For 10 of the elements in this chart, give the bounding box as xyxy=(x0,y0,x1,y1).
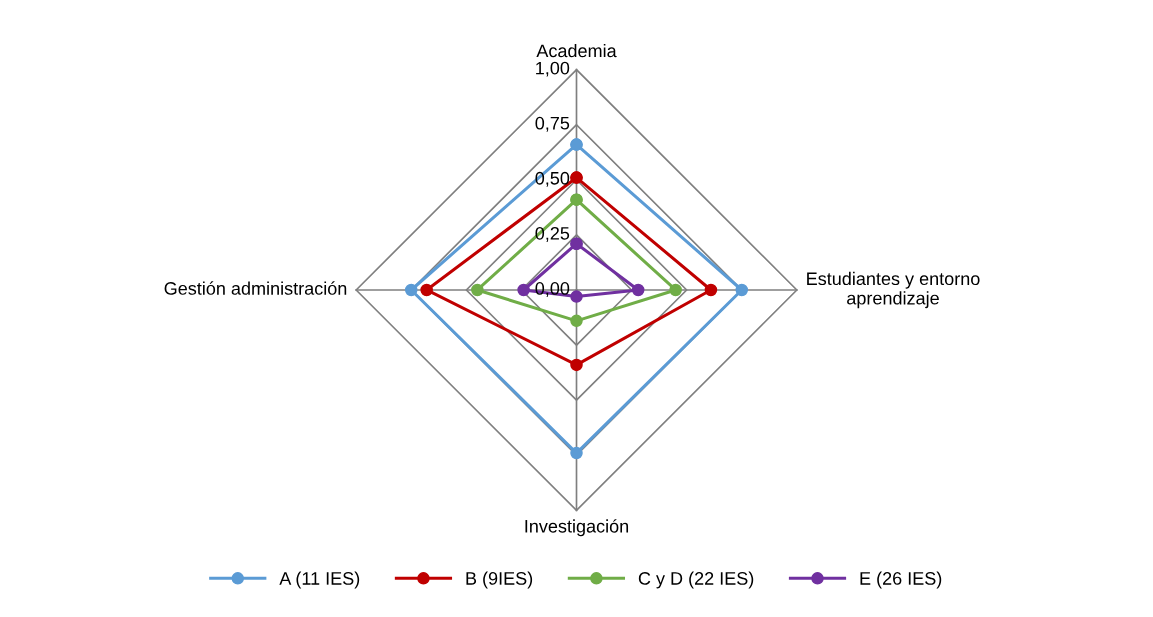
spoke-label: Gestión administración xyxy=(164,281,347,295)
legend-label: C y D (22 IES) xyxy=(638,571,754,589)
legend-label: A (11 IES) xyxy=(279,571,360,589)
y-tick-label: 1,00 xyxy=(536,61,570,77)
legend-label: E (26 IES) xyxy=(860,571,942,589)
spoke-label: Investigación xyxy=(525,519,629,537)
y-tick-label: 0,75 xyxy=(535,116,570,132)
spoke-label: Estudiantes y entorno aprendizaje xyxy=(807,271,980,309)
spoke-label: Academia xyxy=(536,43,617,58)
legend-label: B (9IES) xyxy=(466,571,533,589)
